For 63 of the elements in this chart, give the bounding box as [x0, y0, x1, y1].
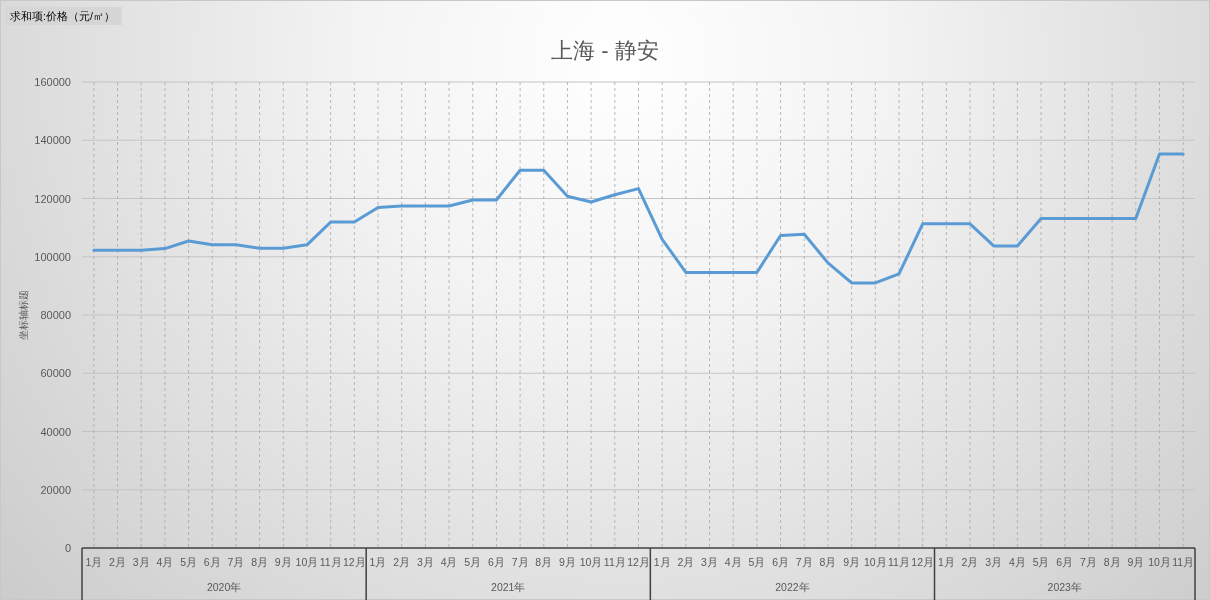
y-tick-label: 140000: [34, 134, 71, 147]
x-tick-label: 2月: [677, 556, 695, 568]
x-tick-label: 11月: [319, 556, 342, 568]
x-tick-label: 6月: [772, 556, 790, 568]
x-tick-label: 5月: [1032, 556, 1050, 568]
x-tick-label: 8月: [1103, 556, 1121, 568]
x-tick-label: 7月: [511, 556, 529, 568]
chart-title: 上海 - 静安: [551, 38, 659, 63]
x-tick-label: 1月: [937, 556, 955, 568]
x-tick-label: 3月: [132, 556, 150, 568]
x-tick-label: 10月: [295, 556, 319, 568]
x-tick-label: 11月: [1172, 556, 1195, 568]
x-tick-label: 6月: [487, 556, 505, 568]
text: 2020年: [206, 581, 242, 593]
x-tick-label: 12月: [627, 556, 650, 568]
x-tick-label: 2月: [109, 556, 126, 568]
x-tick-label: 9月: [1127, 556, 1145, 568]
y-tick-label: 80000: [40, 309, 71, 321]
x-tick-label: 1月: [653, 556, 671, 568]
y-tick-label: 100000: [34, 250, 71, 263]
x-tick-label: 2月: [961, 556, 979, 568]
x-tick-label: 7月: [795, 556, 813, 568]
x-tick-label: 12月: [911, 556, 935, 568]
x-tick-label: 10月: [863, 556, 887, 568]
x-tick-label: 3月: [416, 556, 434, 568]
text: 2023年: [1047, 581, 1082, 593]
x-tick-label: 11月: [603, 556, 626, 568]
x-tick-label: 6月: [203, 556, 221, 568]
x-tick-label: 4月: [1008, 556, 1026, 568]
x-tick-label: 4月: [440, 556, 458, 568]
text: 2022年: [775, 581, 810, 593]
x-tick-label: 5月: [464, 556, 482, 568]
x-tick-label: 7月: [1080, 556, 1097, 568]
y-tick-label: 20000: [40, 483, 71, 496]
x-tick-label: 12月: [342, 556, 366, 568]
x-tick-label: 3月: [985, 556, 1003, 568]
x-tick-label: 11月: [888, 556, 910, 568]
text: 求和项:价格（元/㎡）: [10, 10, 115, 22]
text: 2021年: [491, 581, 526, 593]
y-axis-title: 坐标轴标题: [18, 290, 29, 340]
y-tick-label: 120000: [34, 192, 71, 205]
x-tick-label: 4月: [724, 556, 742, 568]
y-tick-label: 0: [64, 542, 71, 554]
x-tick-label: 1月: [85, 556, 103, 568]
x-tick-label: 8月: [535, 556, 553, 568]
y-tick-label: 40000: [40, 425, 71, 438]
x-tick-label: 8月: [251, 556, 269, 568]
y-tick-label: 160000: [34, 76, 71, 88]
x-tick-label: 6月: [1056, 556, 1074, 568]
y-tick-label: 60000: [40, 367, 71, 380]
x-tick-label: 2月: [393, 556, 411, 568]
x-tick-label: 4月: [156, 556, 174, 568]
x-tick-label: 5月: [748, 556, 766, 568]
x-tick-label: 1月: [369, 556, 387, 568]
x-tick-label: 9月: [274, 556, 292, 568]
x-tick-label: 10月: [1148, 556, 1171, 568]
x-tick-label: 10月: [579, 556, 603, 568]
x-tick-label: 8月: [819, 556, 837, 568]
x-tick-label: 9月: [559, 556, 576, 568]
x-tick-label: 3月: [701, 556, 718, 568]
x-tick-label: 5月: [180, 556, 197, 568]
x-tick-label: 9月: [843, 556, 861, 568]
x-tick-label: 7月: [227, 556, 245, 568]
